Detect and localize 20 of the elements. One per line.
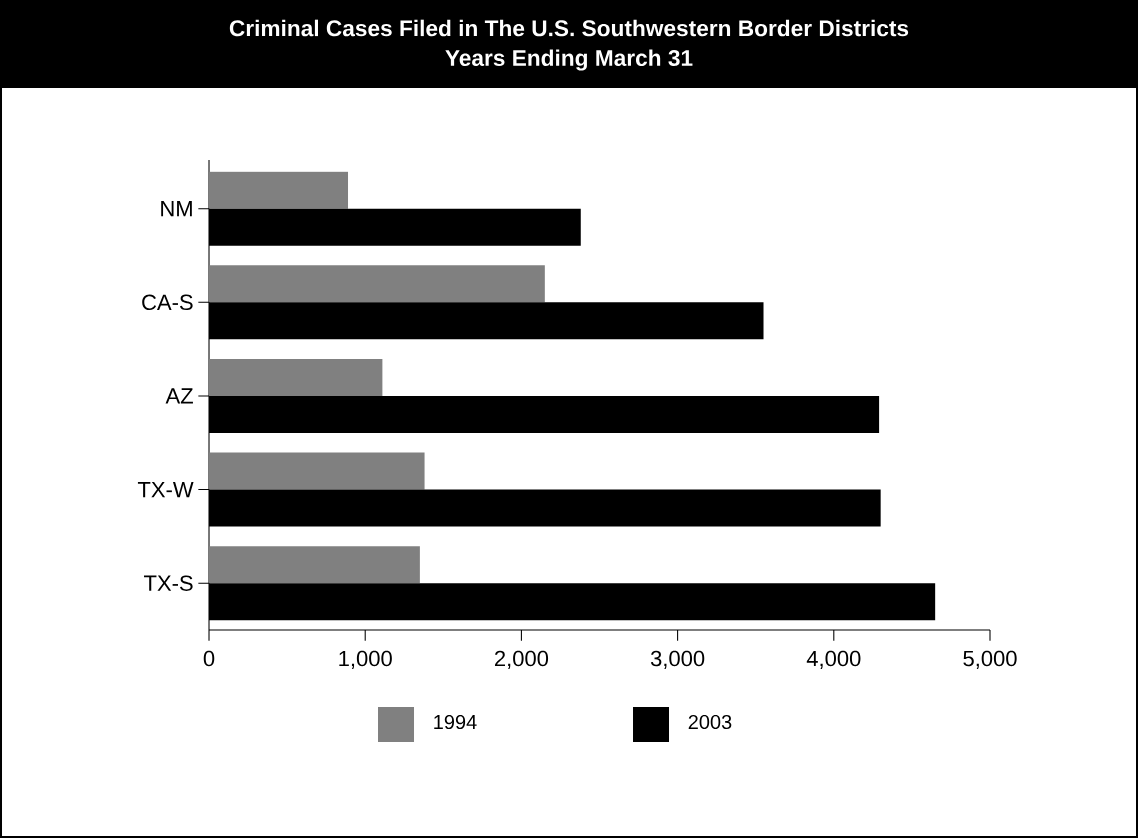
bar [209, 358, 383, 396]
x-tick-label: 4,000 [806, 650, 861, 669]
bar [209, 546, 420, 584]
bar [209, 452, 425, 490]
x-tick-label: 3,000 [650, 650, 705, 669]
x-tick-label: 2,000 [494, 650, 549, 669]
legend-label: 2003 [688, 714, 732, 730]
y-tick-label: TX-W [137, 481, 194, 498]
y-tick-label: TX-S [144, 575, 193, 591]
bar [209, 171, 349, 209]
y-tick-label: CA-S [142, 294, 193, 311]
bar [209, 265, 545, 303]
y-tick-label: AZ [165, 388, 193, 404]
x-tick-label: 0 [203, 650, 215, 667]
x-tick-label: 5,000 [963, 650, 1017, 669]
chart-subtitle: Years Ending March 31 [445, 49, 693, 71]
y-tick-label: NM [161, 201, 192, 217]
x-tick-label: 1,000 [339, 650, 392, 669]
chart-title: Criminal Cases Filed in The U.S. Southwestern Border Districts [229, 19, 909, 37]
legend-label: 1994 [434, 714, 477, 730]
